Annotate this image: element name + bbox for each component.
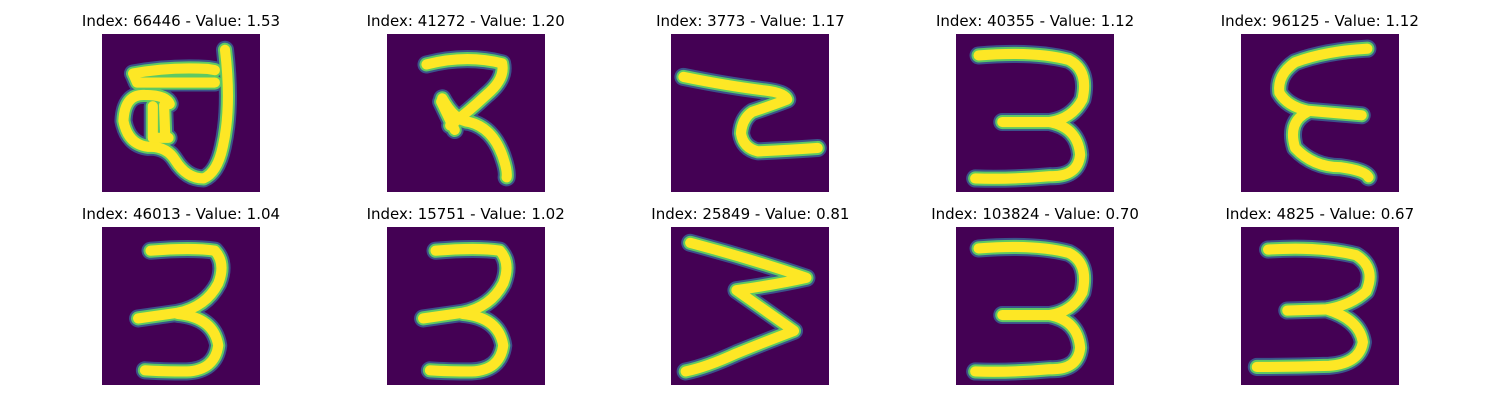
digit-panel: Index: 66446 - Value: 1.53 bbox=[71, 0, 291, 192]
panel-title: Index: 40355 - Value: 1.12 bbox=[935, 12, 1135, 30]
digit-image bbox=[386, 34, 545, 192]
digit-panel: Index: 96125 - Value: 1.12 bbox=[1210, 0, 1430, 192]
panel-title: Index: 103824 - Value: 0.70 bbox=[931, 205, 1139, 223]
digit-panel: Index: 25849 - Value: 0.81 bbox=[640, 193, 860, 385]
handwritten-stroke bbox=[413, 239, 516, 381]
panel-title: Index: 15751 - Value: 1.02 bbox=[366, 205, 565, 223]
digit-panel: Index: 46013 - Value: 1.04 bbox=[71, 193, 291, 385]
digit-image bbox=[671, 227, 830, 385]
handwritten-stroke bbox=[674, 67, 828, 161]
digit-panel: Index: 41272 - Value: 1.20 bbox=[356, 0, 576, 192]
handwritten-stroke bbox=[417, 50, 516, 187]
handwritten-stroke bbox=[966, 44, 1094, 188]
handwritten-stroke bbox=[966, 237, 1094, 381]
digit-panel: Index: 103824 - Value: 0.70 bbox=[925, 193, 1145, 385]
panel-title: Index: 66446 - Value: 1.53 bbox=[81, 12, 281, 30]
panel-title: Index: 25849 - Value: 0.81 bbox=[651, 205, 850, 223]
handwritten-stroke bbox=[677, 233, 816, 381]
digit-panel: Index: 15751 - Value: 1.02 bbox=[356, 193, 576, 385]
handwritten-stroke bbox=[1269, 39, 1378, 187]
handwritten-stroke bbox=[1247, 239, 1379, 376]
panel-title: Index: 46013 - Value: 1.04 bbox=[81, 205, 281, 223]
digit-image bbox=[956, 34, 1115, 192]
handwritten-stroke bbox=[129, 239, 231, 381]
handwritten-stroke bbox=[114, 40, 237, 188]
digit-panel: Index: 3773 - Value: 1.17 bbox=[640, 0, 860, 192]
digit-panel: Index: 4825 - Value: 0.67 bbox=[1210, 193, 1430, 385]
digit-image bbox=[102, 34, 260, 192]
digit-image bbox=[102, 227, 260, 385]
digit-image bbox=[956, 227, 1115, 385]
panel-title: Index: 3773 - Value: 1.17 bbox=[656, 12, 845, 30]
digit-image bbox=[1240, 227, 1399, 385]
panel-title: Index: 96125 - Value: 1.12 bbox=[1220, 12, 1419, 30]
digit-panel: Index: 40355 - Value: 1.12 bbox=[925, 0, 1145, 192]
panel-title: Index: 41272 - Value: 1.20 bbox=[366, 12, 565, 30]
digit-image bbox=[386, 227, 545, 385]
panel-title: Index: 4825 - Value: 0.67 bbox=[1225, 205, 1415, 223]
digit-image bbox=[1240, 34, 1399, 192]
digit-image bbox=[671, 34, 830, 192]
